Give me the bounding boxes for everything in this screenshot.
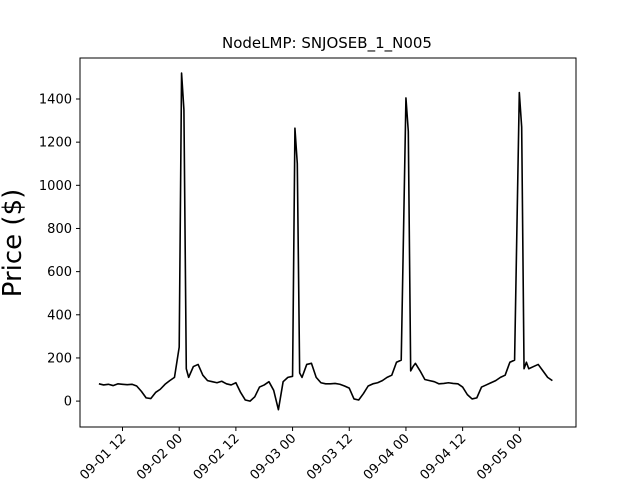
y-axis-ticks: 0 200 400 600 800 1000 1200 1400 (39, 93, 80, 410)
y-tick-label: 1400 (39, 93, 72, 108)
x-tick-label: 09-05 00 (474, 431, 526, 480)
x-tick-label: 09-02 12 (191, 431, 243, 480)
y-tick-label: 0 (64, 395, 72, 410)
y-tick-label: 1000 (39, 179, 72, 194)
axes-frame (79, 57, 577, 428)
y-tick-label: 800 (47, 222, 72, 237)
plot-area (98, 72, 553, 411)
chart-title: NodeLMP: SNJOSEB_1_N005 (222, 34, 432, 53)
price-series-line (98, 72, 553, 411)
x-tick-label: 09-01 12 (77, 431, 129, 480)
y-tick-label: 1200 (39, 136, 72, 151)
y-tick-label: 600 (47, 265, 72, 280)
x-tick-label: 09-03 12 (304, 431, 356, 480)
x-tick-label: 09-04 00 (361, 431, 413, 480)
x-tick-label: 09-02 00 (134, 431, 186, 480)
y-tick-label: 200 (47, 351, 72, 366)
y-axis-label: Price ($) (0, 189, 28, 298)
x-tick-label: 09-03 00 (247, 431, 299, 480)
y-tick-label: 400 (47, 308, 72, 323)
x-axis-ticks: 09-01 12 09-02 00 09-02 12 09-03 00 09-03 12… (77, 427, 526, 480)
x-tick-label: 09-04 12 (418, 431, 470, 480)
